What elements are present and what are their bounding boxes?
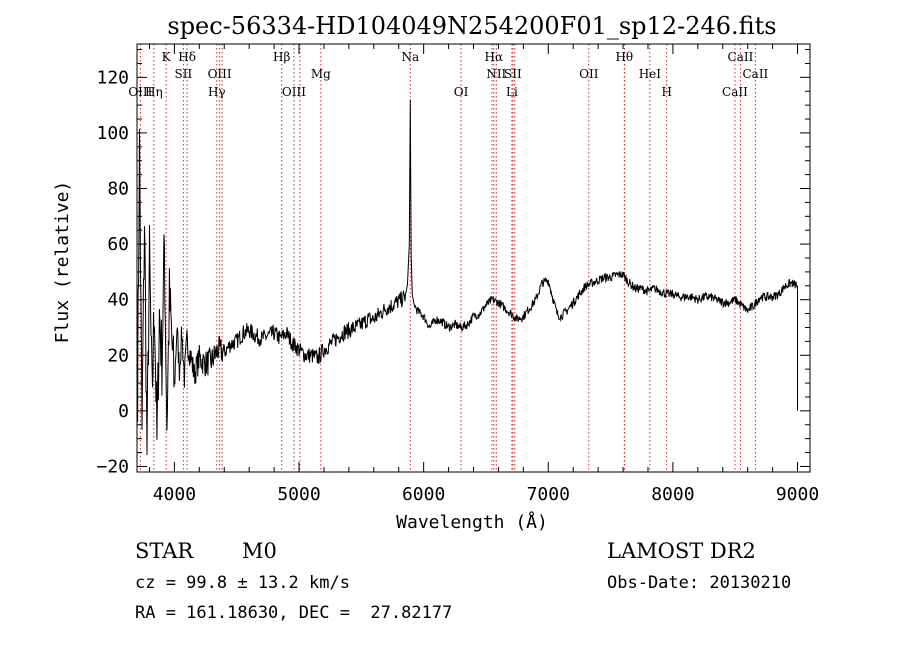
spectral-line-label: SII xyxy=(175,67,193,81)
y-axis-label: Flux (relative) xyxy=(52,181,73,344)
y-tick-label: 100 xyxy=(96,123,129,144)
y-tick-label: −20 xyxy=(96,456,129,477)
spectral-line-label: Na xyxy=(401,50,419,64)
spectral-line-label: K xyxy=(162,50,172,64)
spectral-line-label: CaII xyxy=(722,85,748,99)
spectral-line-label: OII xyxy=(579,67,599,81)
spectral-line-label: Hα xyxy=(485,50,504,64)
spectral-line-label: Mg xyxy=(311,67,331,81)
spectral-subclass: M0 xyxy=(242,539,277,563)
spectral-line-label: OI xyxy=(454,85,469,99)
spectral-line-label: Hδ xyxy=(178,50,196,64)
spectral-line-label: SII xyxy=(504,67,522,81)
x-tick-label: 7000 xyxy=(527,484,570,505)
spectral-line-label: Hθ xyxy=(615,50,633,64)
spectral-line-label: HeI xyxy=(639,67,662,81)
spectral-line-label: NII xyxy=(486,67,506,81)
x-tick-label: 5000 xyxy=(277,484,320,505)
ra-dec: RA = 161.18630, DEC = 27.82177 xyxy=(135,603,453,623)
spectral-line-label: CaII xyxy=(742,67,768,81)
spectral-line-label: Li xyxy=(506,85,518,99)
y-tick-label: 20 xyxy=(107,345,129,366)
observation-date: Obs-Date: 20130210 xyxy=(607,573,792,593)
redshift-cz: cz = 99.8 ± 13.2 km/s xyxy=(135,573,350,593)
y-tick-label: 80 xyxy=(107,179,129,200)
x-tick-label: 4000 xyxy=(153,484,196,505)
spectral-line-label: H xyxy=(661,85,671,99)
chart-title: spec-56334-HD104049N254200F01_sp12-246.f… xyxy=(167,12,776,40)
object-type: STAR xyxy=(135,539,194,563)
plot-frame xyxy=(136,43,811,473)
spectral-line-label: OIII xyxy=(208,67,232,81)
x-tick-label: 6000 xyxy=(402,484,445,505)
spectral-line-label: OIII xyxy=(128,85,152,99)
spectrum-series xyxy=(137,99,799,456)
x-tick-label: 9000 xyxy=(776,484,819,505)
axes-ticks: 4000 5000 6000 7000 8000 9000 −20 0 20 40 60 80 100 1… xyxy=(96,44,819,505)
spectral-line-label: CaII xyxy=(728,50,754,64)
y-tick-label: 0 xyxy=(118,401,129,422)
spectral-line-label: OIII xyxy=(282,85,306,99)
spectrum-line xyxy=(137,99,798,456)
x-axis-label: Wavelength (Å) xyxy=(396,511,548,533)
spectral-line-label: Hβ xyxy=(273,50,290,64)
y-tick-label: 120 xyxy=(96,67,129,88)
spectral-line-label: Hγ xyxy=(208,85,226,99)
y-tick-label: 40 xyxy=(107,290,129,311)
y-tick-label: 60 xyxy=(107,234,129,255)
x-tick-label: 8000 xyxy=(651,484,694,505)
survey-name: LAMOST DR2 xyxy=(607,539,756,563)
spectral-line-label: Hη xyxy=(145,85,163,99)
